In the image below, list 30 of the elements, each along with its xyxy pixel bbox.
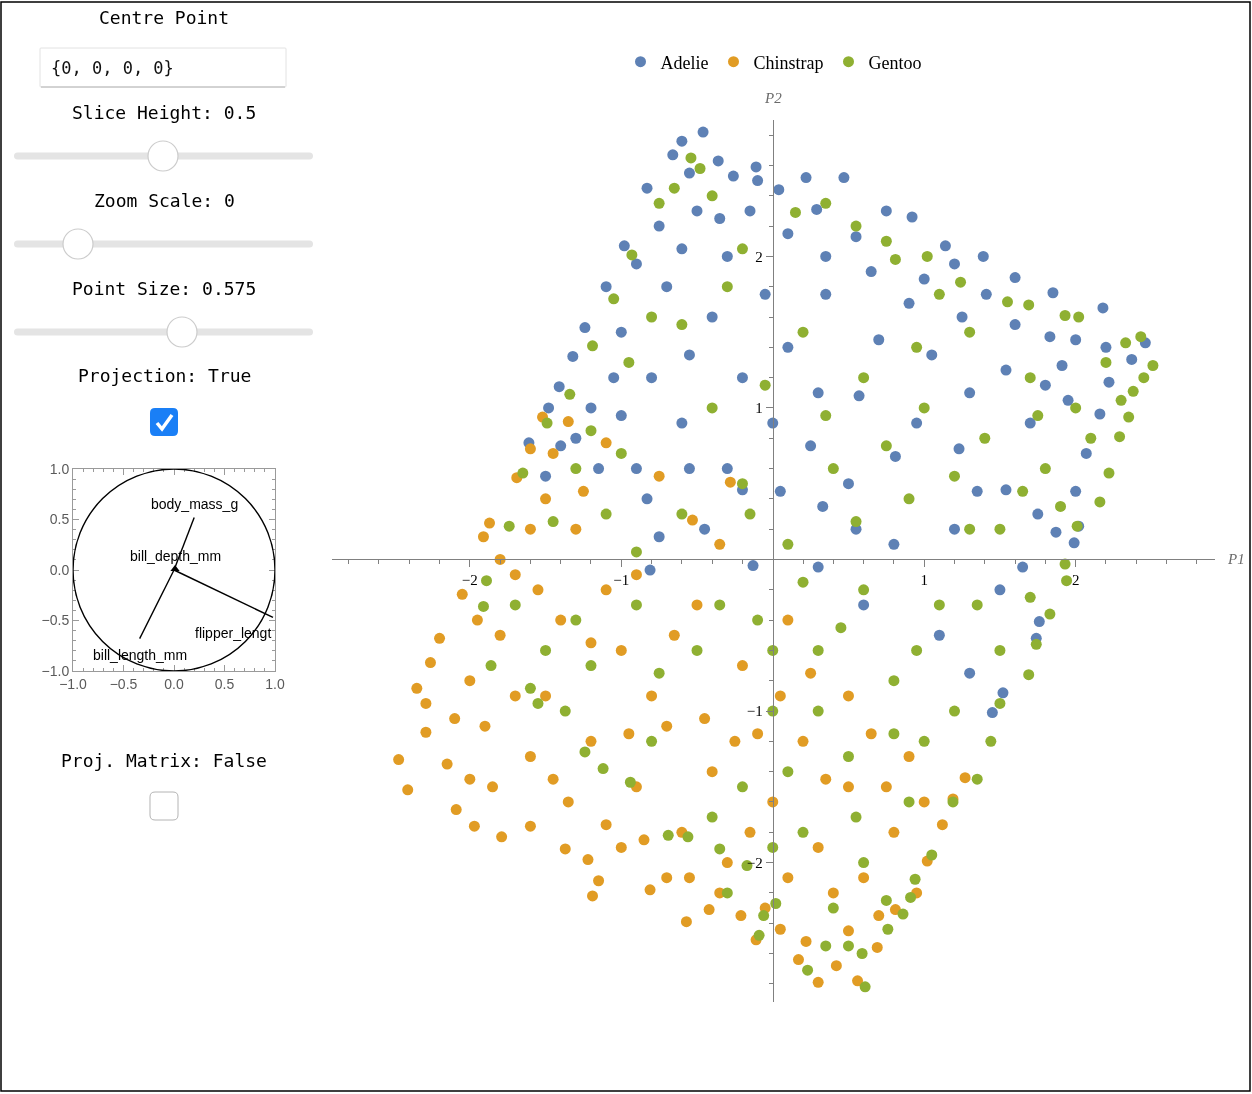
x-tick-label: 2 [1071, 572, 1080, 589]
y-axis-title: P2 [764, 90, 783, 106]
x-tick-label: −2 [461, 572, 478, 589]
x-tick-label: 0.0 [164, 675, 184, 692]
legend-label: Chinstrap [753, 52, 824, 73]
y-tick-label: 2 [755, 248, 763, 265]
x-tick-label: 1.0 [265, 675, 285, 692]
y-tick-label: −1.0 [41, 662, 70, 679]
text: Point Size: 0.575 [72, 278, 257, 299]
y-tick-label: 1.0 [49, 460, 70, 477]
series-label: body_mass_g [151, 496, 239, 512]
text: Proj. Matrix: False [61, 750, 267, 771]
y-tick-label: 0.0 [49, 561, 70, 578]
x-tick-label: −0.5 [109, 675, 138, 692]
text: Projection: True [78, 365, 252, 386]
text: Zoom Scale: 0 [94, 190, 235, 211]
text: Slice Height: 0.5 [72, 102, 257, 123]
x-tick-label: 0.5 [214, 675, 235, 692]
y-tick-label: −1 [746, 703, 763, 720]
y-tick-label: 0.5 [49, 511, 70, 528]
x-tick-label: −1 [613, 572, 630, 589]
x-axis-title: P1 [1227, 551, 1245, 567]
x-tick-label: 1 [920, 572, 928, 589]
legend-label: Gentoo [868, 52, 922, 73]
y-tick-label: 1 [755, 400, 763, 417]
y-tick-label: −0.5 [41, 612, 70, 629]
text: {0, 0, 0, 0} [51, 58, 174, 78]
text: Centre Point [99, 7, 230, 28]
y-tick-label: −2 [746, 854, 763, 871]
legend-label: Adelie [660, 52, 709, 73]
